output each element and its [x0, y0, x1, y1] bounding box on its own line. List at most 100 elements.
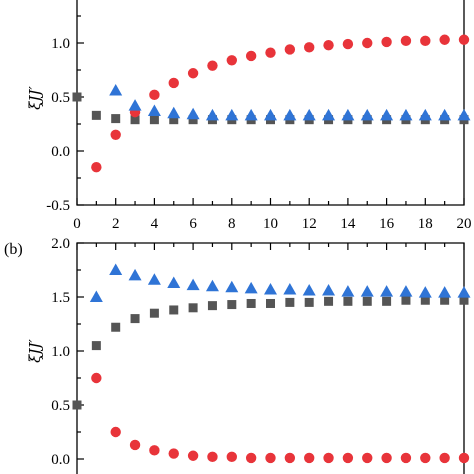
panel-a-triangle-point — [205, 108, 219, 121]
panel-b-triangle-point — [128, 268, 142, 281]
panel-b-y-tick-label: 2.0 — [51, 236, 70, 252]
panel-b-triangle-point — [360, 285, 374, 297]
panel-a-circle-point — [381, 36, 392, 48]
panel-b-square-point — [149, 308, 159, 318]
panel-a-square-point — [149, 115, 159, 125]
panel-a-square-point — [169, 115, 179, 125]
panel-b: (b) 0.0 0.5 1.0 1.5 2.0 ξJJ′ — [4, 236, 471, 474]
panel-b-square-point — [440, 295, 450, 305]
panel-b-triangle-point — [418, 286, 432, 298]
panel-b-triangle-point — [438, 286, 452, 298]
panel-a-triangle-point — [399, 108, 413, 121]
panel-b-triangle-point — [244, 281, 258, 294]
panel-a-triangle-point — [438, 108, 452, 121]
panel-a-y-axis-label: ξJJ′ — [26, 86, 44, 110]
panel-b-square-point — [91, 341, 101, 351]
panel-b-triangle-point — [302, 284, 316, 296]
panel-b-circle-point — [110, 426, 121, 438]
panel-a-triangle-point — [225, 108, 239, 121]
panel-a-circle-point — [362, 37, 373, 49]
panel-a-x-tick-label: 18 — [418, 216, 433, 232]
panel-a-y-tick-label: 1.0 — [51, 36, 70, 52]
panel-a-x-tick-label: 14 — [340, 216, 356, 232]
panel-b-circle-point — [400, 452, 412, 464]
panel-b-circle-point — [129, 439, 141, 451]
panel-a-x-tick-label: 6 — [189, 216, 197, 232]
panel-a-triangle-point — [147, 104, 161, 117]
panel-a-circle-point — [207, 60, 218, 71]
panel-a-triangle-point — [341, 108, 355, 121]
panel-b-triangle-point — [264, 282, 277, 295]
panel-b-square-point — [130, 314, 140, 324]
panel-a-square-point — [111, 114, 121, 124]
panel-b-square-point — [246, 298, 256, 308]
panel-a-circle-point — [245, 50, 257, 62]
panel-b-circle-point — [342, 452, 354, 464]
panel-b-triangle-point — [205, 279, 219, 292]
panel-a-triangle-point — [302, 108, 316, 121]
panel-b-triangle-point — [186, 278, 200, 291]
panel-a-circle-point — [342, 38, 354, 50]
panel-b-square-point — [420, 295, 430, 305]
panel-b-triangle-point — [341, 285, 355, 297]
panel-a-circle-point — [168, 77, 179, 89]
panel-b-y-tick-label: 0.5 — [51, 398, 70, 414]
panel-b-triangle-point — [225, 280, 239, 293]
panel-b-circle-point — [149, 445, 160, 456]
panel-b-circle-point — [187, 450, 199, 461]
panel-b-square-point — [343, 296, 353, 306]
panel-b-circle-point — [168, 448, 179, 459]
panel-b-circle-point — [323, 452, 334, 464]
panel-a-x-ticks — [76, 198, 465, 205]
panel-a-circle-point — [149, 89, 160, 101]
panel-a-y-tick-label: 0.0 — [51, 144, 70, 160]
panel-a-triangle-point — [264, 108, 277, 121]
panel-a-circle-point — [323, 39, 334, 51]
panel-a-y-tick-labels: -0.5 0.0 0.5 1.0 — [46, 36, 70, 214]
panel-b-y-tick-label: 1.5 — [51, 290, 70, 306]
panel-b-triangle-point — [457, 286, 471, 298]
panel-a-square-point — [72, 92, 82, 102]
panel-a-circle-point — [304, 42, 315, 53]
panel-a-triangle-point — [186, 107, 200, 120]
panel-b-label: (b) — [4, 241, 23, 258]
panel-b-square-point — [227, 300, 237, 310]
panel-a-circle-point — [458, 34, 470, 45]
panel-b-circle-point — [91, 372, 102, 384]
panel-b-points — [72, 263, 471, 464]
panel-b-y-tick-label: 1.0 — [51, 344, 70, 360]
panel-a-circle-point — [265, 47, 276, 58]
panel-b-circle-point — [284, 452, 296, 464]
panel-a-circle-point — [226, 55, 237, 66]
panel-a-circle-point — [400, 35, 412, 47]
panel-b-square-point — [169, 305, 179, 315]
panel-a-triangle-point — [167, 106, 181, 119]
panel-b-y-axis-label: ξJJ′ — [26, 339, 44, 363]
panel-a-y-tick-label: -0.5 — [46, 198, 70, 214]
panel-b-square-point — [362, 296, 372, 306]
panel-b-triangle-point — [109, 263, 123, 275]
panel-a-x-tick-label: 10 — [263, 216, 278, 232]
panel-b-circle-point — [226, 451, 237, 463]
panel-a-circle-point — [91, 162, 102, 173]
panel-a-y-ticks — [77, 15, 84, 206]
panel-b-circle-point — [420, 452, 431, 464]
panel-b-triangle-point — [283, 282, 297, 295]
panel-b-square-point — [285, 297, 295, 307]
panel-b-y-tick-label: 0.0 — [51, 452, 70, 468]
panel-b-square-point — [382, 296, 392, 306]
panel-a-triangle-point — [457, 108, 471, 121]
panel-b-triangle-point — [147, 273, 161, 285]
panel-b-circle-point — [207, 451, 218, 463]
panel-b-circle-point — [458, 452, 470, 464]
panel-b-circle-point — [245, 452, 257, 464]
panel-b-square-point — [188, 303, 198, 313]
panel-a-triangle-point — [128, 99, 142, 111]
panel-b-square-point — [324, 296, 334, 306]
panel-b-y-tick-labels: 0.0 0.5 1.0 1.5 2.0 — [51, 236, 70, 468]
panel-a-x-tick-label: 16 — [379, 216, 395, 232]
panel-a-circle-point — [284, 44, 296, 55]
panel-a: -0.5 0.0 0.5 1.0 0 2 4 6 8 10 12 14 16 18 20 ξJJ′ — [26, 0, 472, 232]
panel-b-y-ticks — [77, 242, 84, 460]
panel-a-circle-point — [439, 34, 450, 45]
